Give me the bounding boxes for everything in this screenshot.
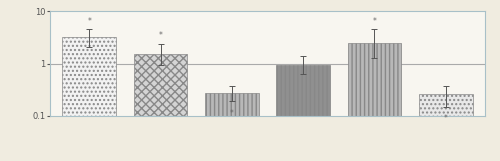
- Bar: [134, 54, 188, 161]
- Text: *: *: [372, 17, 376, 26]
- Bar: [348, 43, 401, 161]
- Text: *: *: [158, 31, 162, 40]
- Bar: [205, 93, 258, 161]
- Text: *: *: [230, 109, 234, 118]
- Text: *: *: [444, 114, 448, 123]
- Bar: [276, 65, 330, 161]
- Bar: [62, 37, 116, 161]
- Text: *: *: [88, 17, 91, 26]
- Bar: [419, 94, 472, 161]
